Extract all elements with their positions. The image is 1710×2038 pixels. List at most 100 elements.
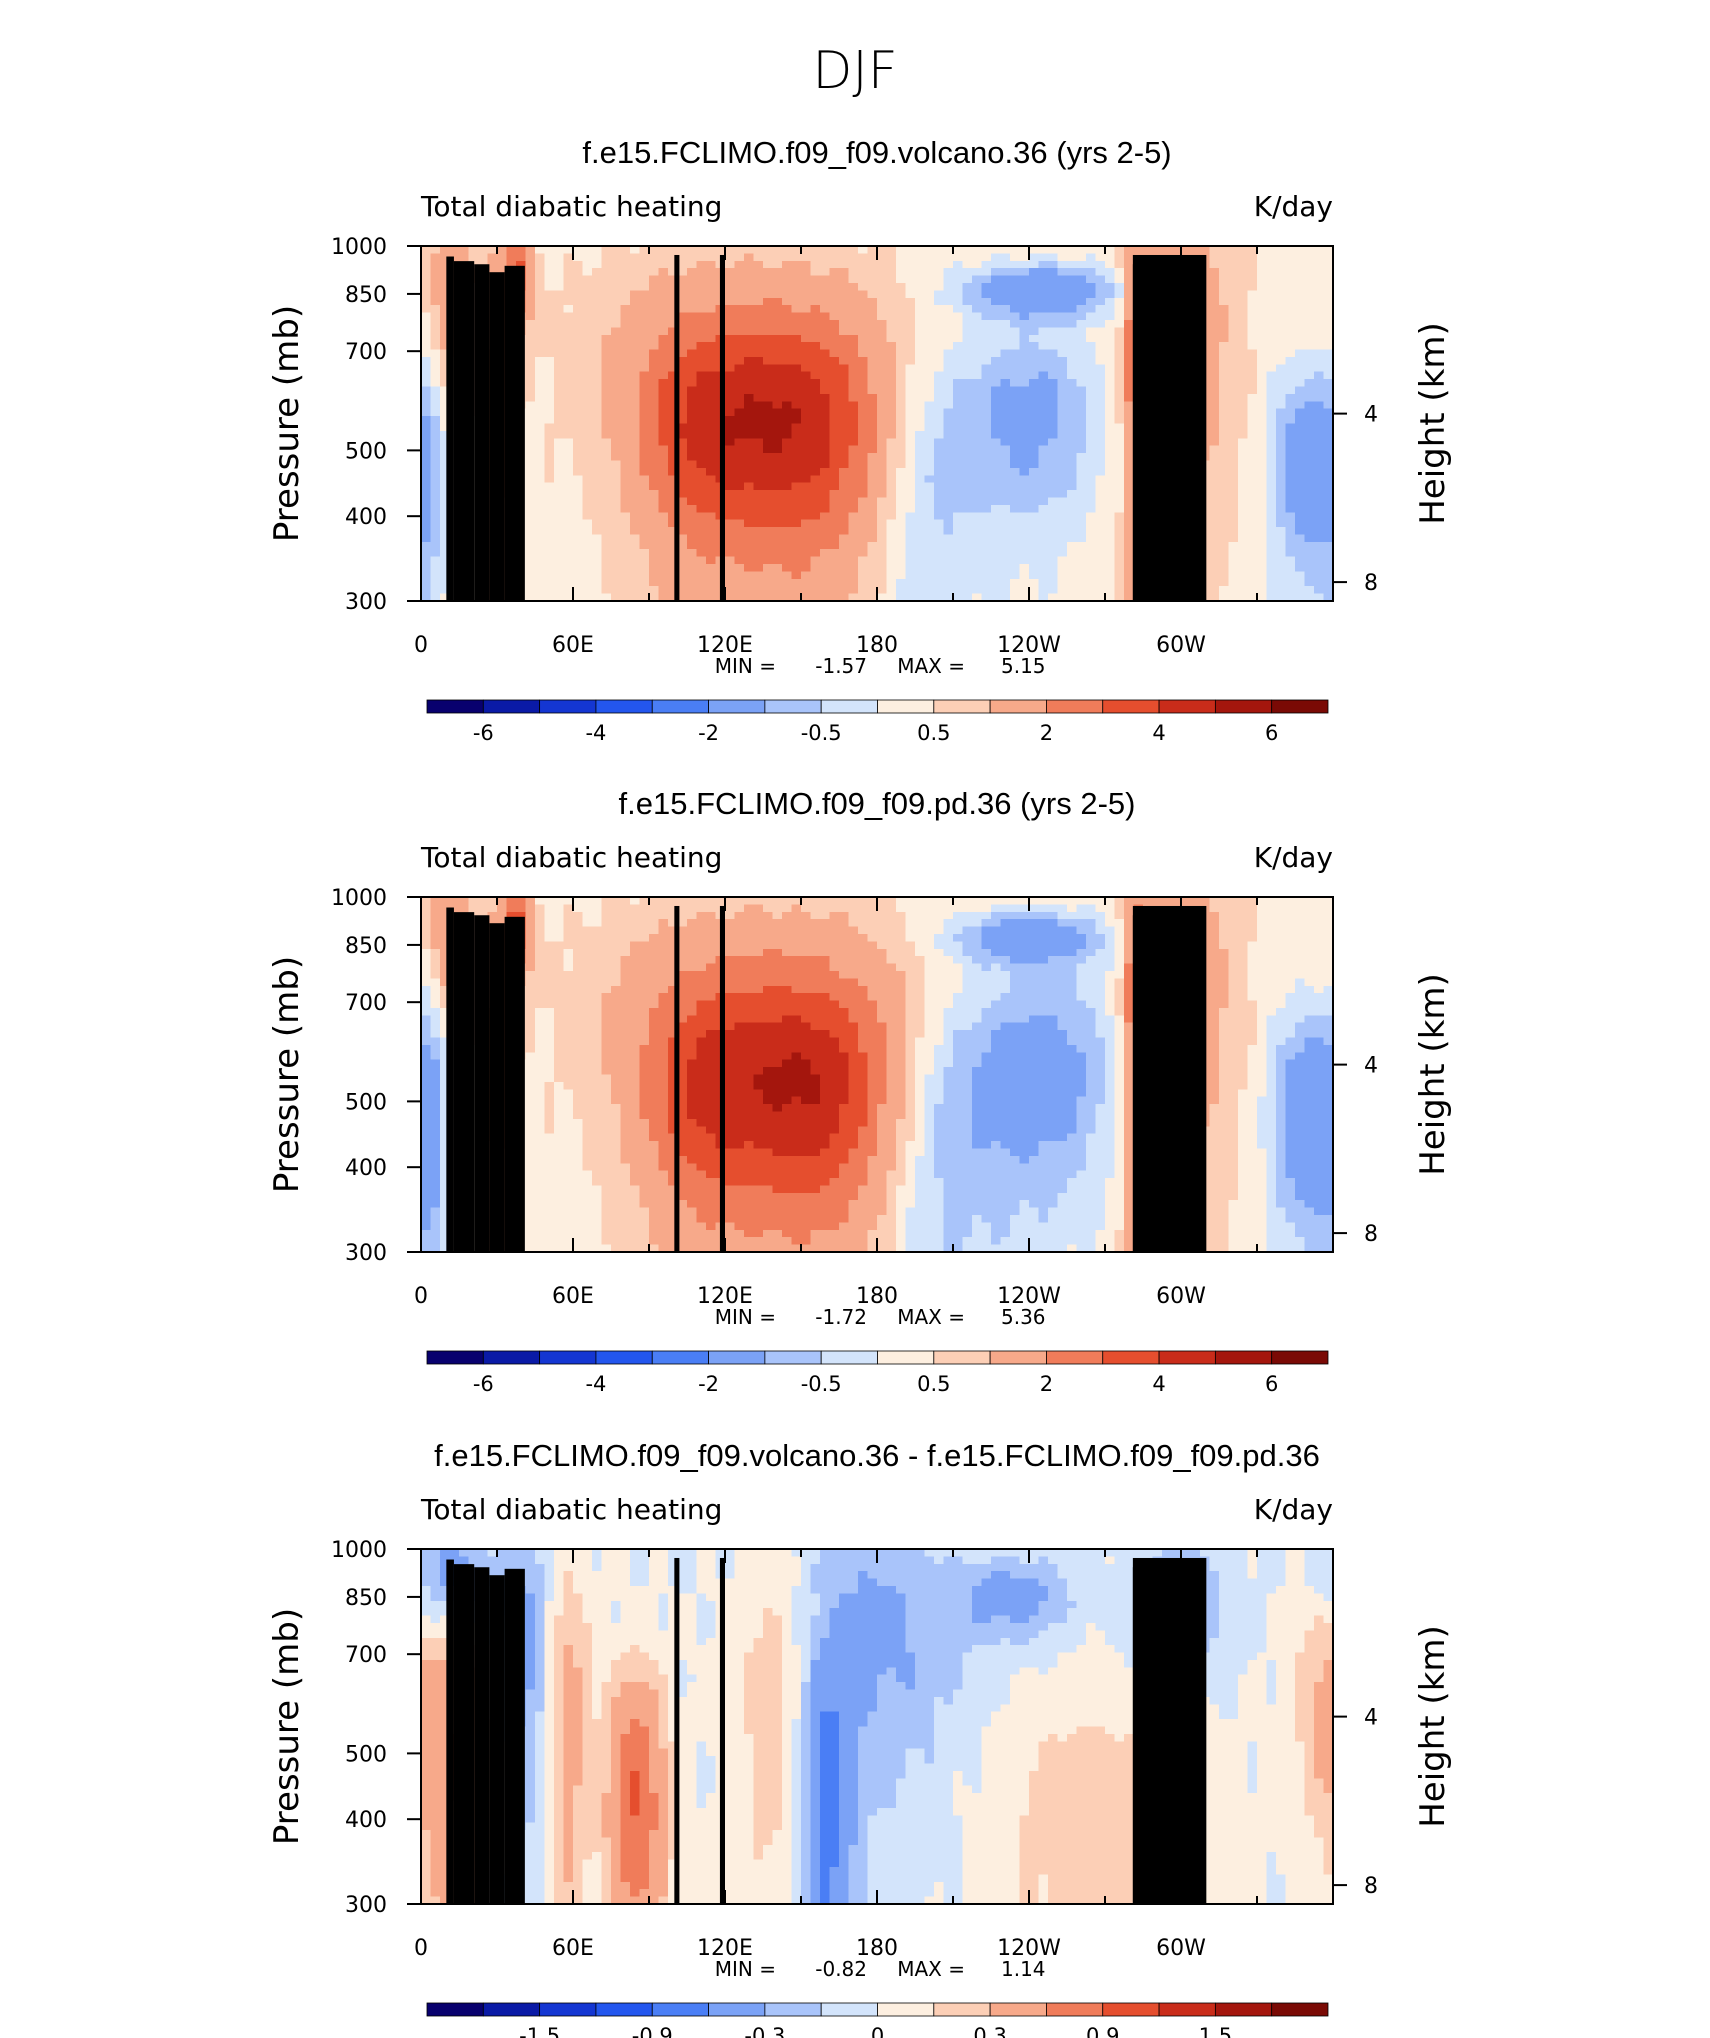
field-cell — [1038, 904, 1049, 913]
field-cell — [1086, 371, 1097, 380]
field-cell — [753, 282, 764, 291]
field-cell — [1228, 423, 1239, 432]
field-cell — [1114, 260, 1125, 269]
field-cell — [858, 253, 869, 262]
field-cell — [573, 260, 584, 269]
field-cell — [953, 438, 964, 447]
field-cell — [649, 268, 660, 277]
field-cell — [1257, 282, 1268, 291]
field-cell — [1247, 586, 1258, 595]
field-cell — [934, 393, 945, 402]
field-cell — [1228, 911, 1239, 920]
field-cell — [801, 282, 812, 291]
field-cell — [772, 334, 783, 343]
field-cell — [592, 268, 603, 277]
field-cell — [858, 393, 869, 402]
field-cell — [1304, 564, 1315, 573]
field-cell — [1209, 571, 1220, 580]
field-cell — [753, 260, 764, 269]
field-cell — [734, 282, 745, 291]
field-cell — [763, 282, 774, 291]
field-cell — [1219, 527, 1230, 536]
field-cell — [1314, 364, 1325, 373]
field-cell — [658, 549, 669, 558]
field-cell — [582, 586, 593, 595]
field-cell — [981, 327, 992, 336]
field-cell — [972, 549, 983, 558]
field-cell — [696, 445, 707, 454]
field-cell — [630, 423, 641, 432]
field-cell — [1323, 460, 1334, 469]
y-tick-label: 850 — [345, 283, 387, 308]
colorbar-label: -0.5 — [801, 721, 842, 745]
field-cell — [1095, 305, 1106, 314]
field-cell — [563, 460, 574, 469]
field-cell — [706, 438, 717, 447]
field-cell — [725, 541, 736, 550]
field-cell — [1076, 460, 1087, 469]
field-cell — [1105, 527, 1116, 536]
field-cell — [639, 334, 650, 343]
field-cell — [582, 408, 593, 417]
field-cell — [877, 453, 888, 462]
field-cell — [601, 290, 612, 299]
field-cell — [1304, 519, 1315, 528]
field-cell — [1067, 290, 1078, 299]
field-cell — [867, 305, 878, 314]
field-cell — [1086, 275, 1097, 284]
field-cell — [1238, 319, 1249, 328]
field-cell — [1057, 911, 1068, 920]
units-string: K/day — [1254, 190, 1333, 223]
field-cell — [782, 445, 793, 454]
field-cell — [1019, 275, 1030, 284]
field-cell — [734, 290, 745, 299]
field-cell — [725, 586, 736, 595]
field-cell — [744, 482, 755, 491]
field-cell — [544, 519, 555, 528]
field-cell — [753, 556, 764, 565]
field-cell — [896, 408, 907, 417]
field-cell — [1038, 290, 1049, 299]
field-cell — [592, 430, 603, 439]
field-cell — [953, 268, 964, 277]
field-cell — [611, 319, 622, 328]
field-cell — [905, 379, 916, 388]
field-cell — [772, 490, 783, 499]
field-cell — [658, 578, 669, 587]
field-cell — [1029, 430, 1040, 439]
field-cell — [1295, 342, 1306, 351]
field-cell — [611, 282, 622, 291]
field-cell — [1285, 386, 1296, 395]
field-cell — [1076, 438, 1087, 447]
field-cell — [1067, 593, 1078, 602]
field-cell — [1114, 408, 1125, 417]
field-cell — [1266, 246, 1277, 254]
field-cell — [611, 556, 622, 565]
field-cell — [782, 371, 793, 380]
field-cell — [953, 904, 964, 913]
field-cell — [1095, 416, 1106, 425]
field-cell — [563, 571, 574, 580]
field-cell — [1314, 290, 1325, 299]
field-cell — [668, 290, 679, 299]
field-cell — [1000, 564, 1011, 573]
field-cell — [1076, 534, 1087, 543]
units-string: K/day — [1254, 841, 1333, 874]
field-cell — [1095, 504, 1106, 513]
field-cell — [668, 379, 679, 388]
field-cell — [573, 246, 584, 254]
field-cell — [943, 401, 954, 410]
field-cell — [554, 504, 565, 513]
field-cell — [563, 497, 574, 506]
field-cell — [1323, 260, 1334, 269]
field-cell — [639, 364, 650, 373]
field-cell — [430, 541, 441, 550]
field-cell — [924, 578, 935, 587]
field-cell — [1057, 512, 1068, 521]
field-cell — [630, 356, 641, 365]
field-cell — [782, 379, 793, 388]
field-cell — [706, 512, 717, 521]
field-cell — [886, 334, 897, 343]
field-cell — [820, 401, 831, 410]
field-cell — [886, 578, 897, 587]
